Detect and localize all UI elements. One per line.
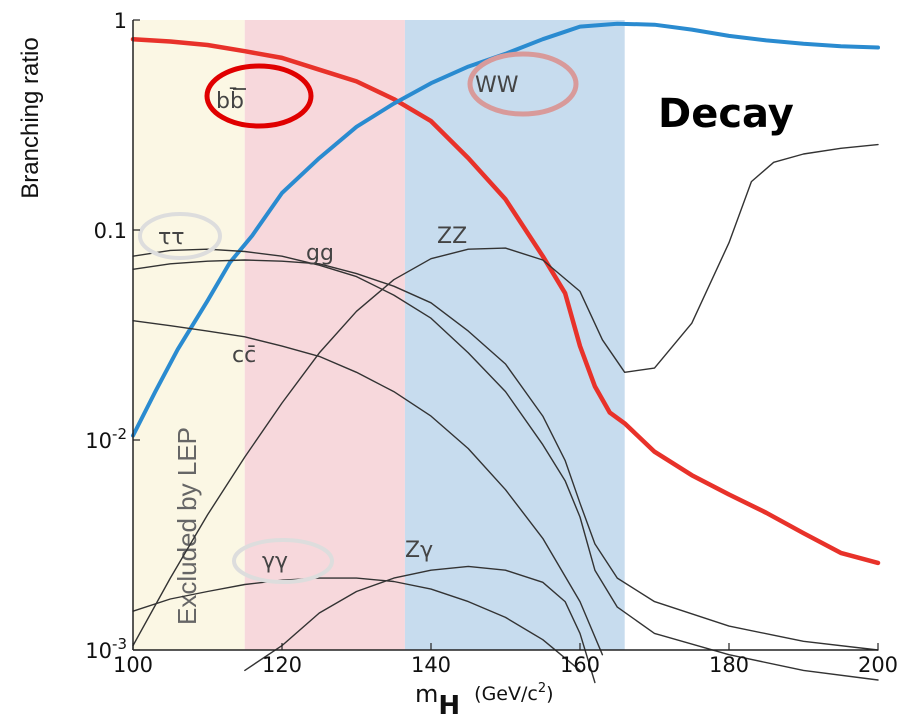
y-tick-label-10-3: 10-3 (85, 635, 127, 663)
tick-labels: 100 120 140 160 180 200 1 0.1 10-2 10-3 (85, 9, 898, 677)
x-tick-label-200: 200 (858, 653, 898, 677)
x-axis-unit: (GeV/c (474, 683, 538, 705)
region-label-excluded-by-lep: Excluded by LEP (172, 427, 202, 625)
series-line-zz (132, 143, 879, 647)
x-tick-label-160: 160 (560, 653, 600, 677)
label-highlight-ellipses (138, 51, 579, 584)
series-label-gammagamma: γγ (262, 549, 288, 574)
series-label-zz: ZZ (437, 224, 467, 249)
series-line-tautau (132, 248, 879, 681)
x-tick-label-140: 140 (411, 653, 451, 677)
y-tick-label-1: 1 (114, 9, 127, 33)
x-tick-label-180: 180 (709, 653, 749, 677)
x-axis-subscript: H (438, 691, 460, 719)
x-axis-label: mH (GeV/c2) (415, 680, 554, 719)
highlight-ellipse-gammagamma (232, 538, 334, 584)
series-label-bb: bb̄ (216, 88, 244, 114)
x-tick-label-120: 120 (262, 653, 302, 677)
highlight-ellipse-tautau (138, 212, 222, 260)
series-label-gg: gg (306, 241, 334, 266)
series-line-gg (132, 259, 879, 651)
y-tick-label-0-1: 0.1 (94, 219, 127, 243)
series-line-gammagamma (132, 577, 581, 672)
curve-labels: bb̄ WW ττ gg cc̄ ZZ γγ Zγ (158, 73, 519, 574)
x-axis-unit-superscript: 2 (538, 681, 546, 696)
series-line-zgamma (244, 565, 596, 684)
series-label-cc: cc̄ (232, 343, 256, 368)
highlight-ellipse-bb (204, 63, 314, 129)
series-line-bb (130, 36, 881, 566)
series-line-cc (132, 320, 604, 656)
series-label-ww: WW (475, 73, 519, 98)
x-tick-label-100: 100 (113, 653, 153, 677)
y-tick-label-10-2: 10-2 (85, 425, 127, 453)
x-axis-symbol: m (415, 680, 438, 708)
series-label-zgamma: Zγ (405, 538, 433, 563)
axes (132, 20, 878, 651)
series-label-tautau: ττ (158, 225, 185, 250)
x-axis-unit-close: ) (546, 683, 553, 705)
chart-title: Decay (658, 91, 794, 137)
y-axis-label: Branching ratio (17, 37, 44, 198)
highlight-ellipse-ww (467, 51, 579, 117)
